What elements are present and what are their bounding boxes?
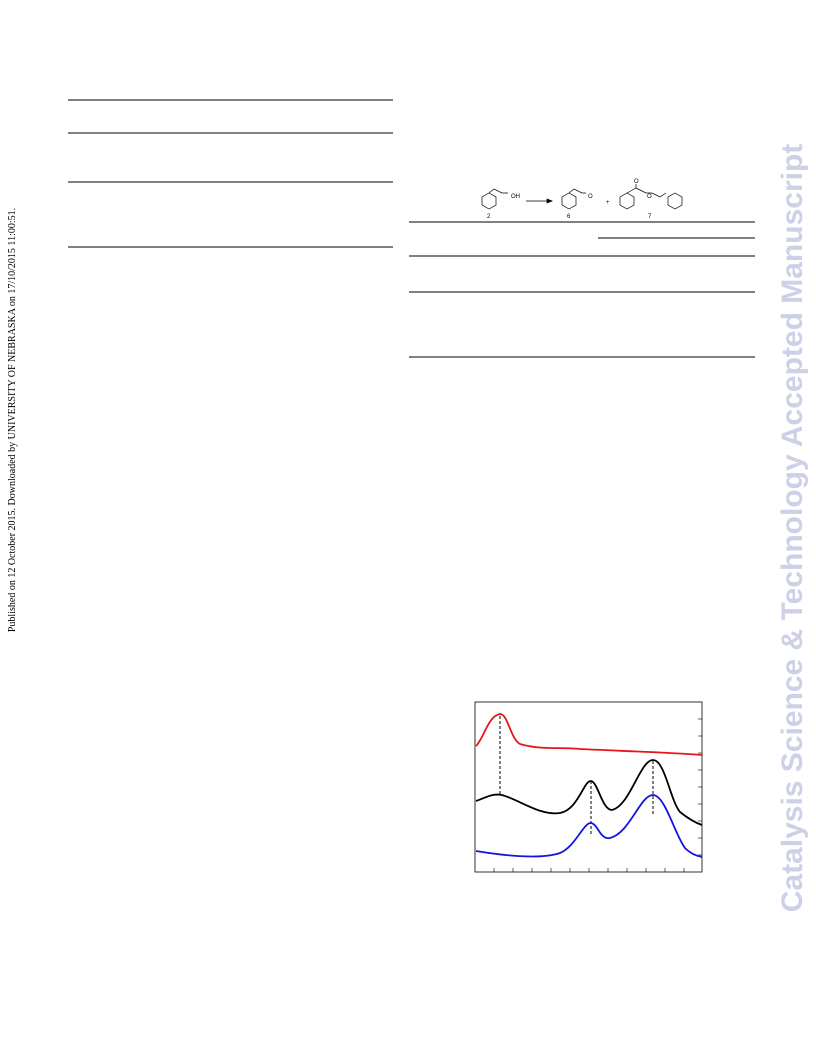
spectra-plot [474,701,703,873]
arrowhead [546,198,553,204]
reference-lines [499,716,654,836]
group-label: OH [511,194,520,200]
bond [635,187,667,198]
benzene-ring [667,192,683,210]
bond [568,188,586,194]
scheme-labels: OH 2 O 6 + O O 7 [487,179,652,220]
compound-number: 7 [648,214,652,220]
benzene-ring [481,192,497,210]
compound-number: 6 [567,214,571,220]
group-label: O [634,179,639,185]
group-label: O [647,194,652,200]
compound-number: 2 [487,214,491,220]
group-label: O [588,194,593,200]
black-spectrum [475,759,703,826]
red-spectrum [475,713,703,756]
side-note: Published on 12 October 2015. Downloaded… [7,208,18,632]
watermark: Catalysis Science & Technology Accepted … [776,144,809,913]
left-table [68,99,393,248]
bond [488,188,508,194]
benzene-ring [561,192,577,210]
plus-sign: + [606,200,610,206]
blue-spectrum [475,794,703,858]
reaction-scheme [481,184,683,210]
right-table [409,221,755,358]
benzene-ring [619,192,635,210]
ticks [493,718,702,872]
